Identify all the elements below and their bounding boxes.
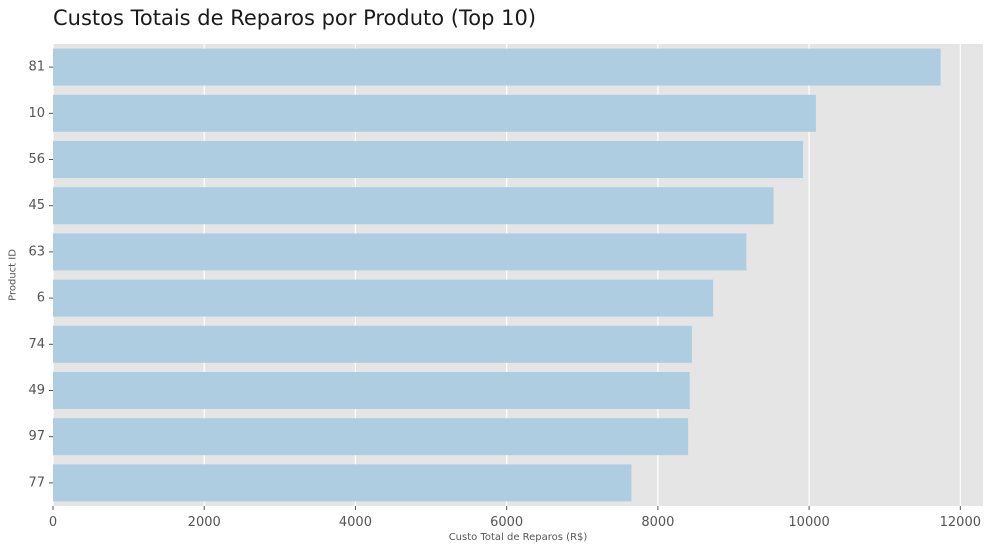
bar-56 <box>53 141 804 178</box>
bar-74 <box>53 325 692 363</box>
bar-6 <box>53 279 714 317</box>
y-tick-label: 49 <box>28 383 45 398</box>
y-tick-label: 63 <box>28 244 45 259</box>
y-tick-label: 77 <box>28 475 45 490</box>
x-tick-label: 10000 <box>788 515 829 530</box>
y-tick-label: 10 <box>28 106 45 121</box>
x-tick-label: 8000 <box>641 515 674 530</box>
y-tick-label: 6 <box>37 291 45 306</box>
chart-title: Custos Totais de Reparos por Produto (To… <box>53 6 537 30</box>
y-tick-label: 81 <box>28 60 45 75</box>
y-tick-label: 56 <box>28 152 45 167</box>
x-tick-label: 6000 <box>490 515 523 530</box>
x-tick-label: 12000 <box>940 515 981 530</box>
x-tick-label: 4000 <box>339 515 372 530</box>
y-tick-label: 97 <box>28 429 45 444</box>
x-tick-label: 2000 <box>188 515 221 530</box>
bar-81 <box>53 48 941 86</box>
y-tick-label: 74 <box>28 337 45 352</box>
bar-49 <box>53 372 690 409</box>
bar-97 <box>53 418 689 456</box>
bar-63 <box>53 233 747 271</box>
bar-10 <box>53 94 816 132</box>
x-axis-label: Custo Total de Reparos (R$) <box>448 532 588 543</box>
bar-77 <box>53 464 632 502</box>
y-tick-label: 45 <box>28 198 45 213</box>
bar-45 <box>53 187 774 225</box>
x-tick-label: 0 <box>49 515 57 530</box>
